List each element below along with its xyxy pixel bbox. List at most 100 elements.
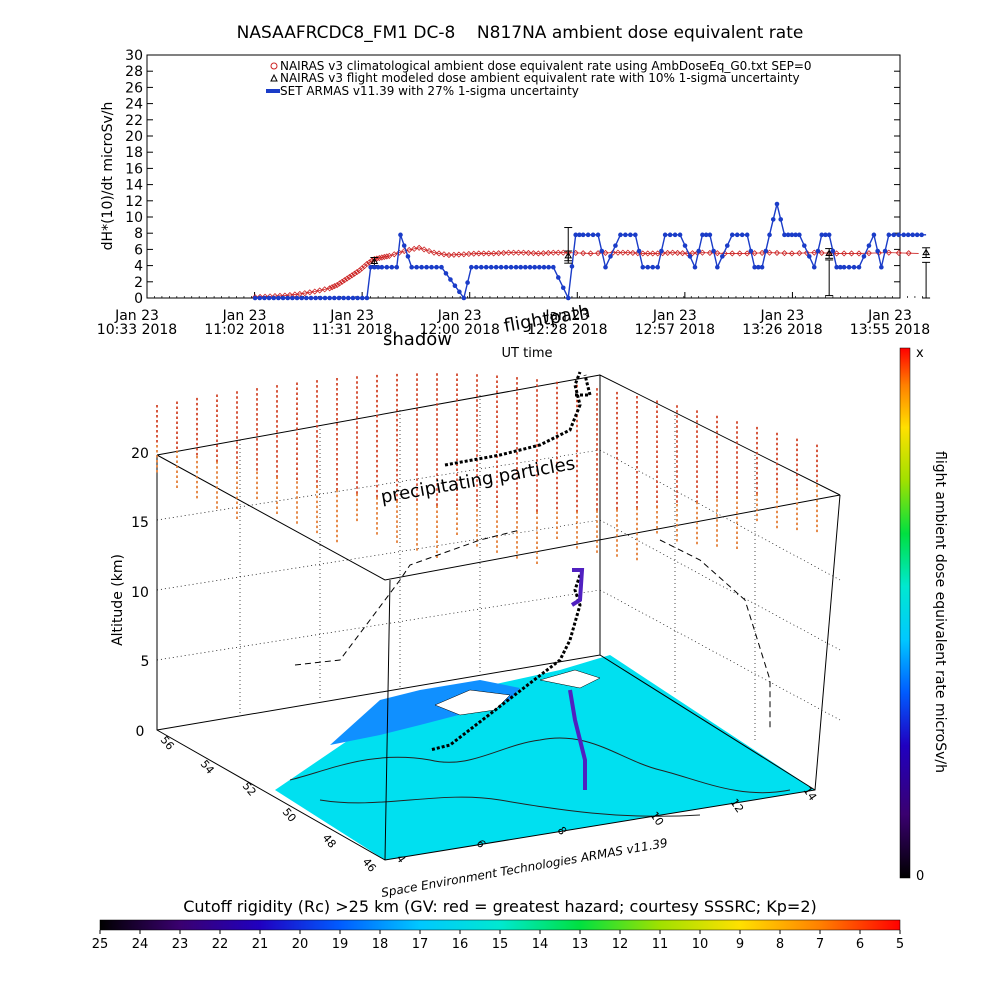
armas-point xyxy=(508,264,514,270)
armas-point xyxy=(513,264,519,270)
armas-point xyxy=(523,264,528,270)
armas-point xyxy=(891,232,897,238)
armas-point xyxy=(290,295,295,301)
nairas-clim-point xyxy=(751,250,758,257)
armas-point xyxy=(700,232,705,238)
armas-point xyxy=(590,232,596,238)
nairas-clim-point xyxy=(406,246,413,254)
armas-point xyxy=(469,264,474,270)
nairas-clim-point xyxy=(316,287,323,294)
armas-point xyxy=(866,243,872,248)
armas-point xyxy=(448,277,453,282)
x-tick-label-time: 12:00 2018 xyxy=(419,322,499,338)
armas-point xyxy=(851,264,857,270)
armas-point xyxy=(414,264,419,270)
y-tick-label: 8 xyxy=(134,226,143,242)
armas-point xyxy=(585,232,591,238)
armas-point xyxy=(739,232,745,238)
armas-point xyxy=(452,283,458,288)
armas-point xyxy=(734,232,740,238)
dose-colorbar-label: flight ambient dose equivalent rate micr… xyxy=(932,451,948,773)
rc-tick-label: 19 xyxy=(332,937,349,952)
armas-point xyxy=(394,264,400,270)
armas-point xyxy=(789,232,795,238)
nairas-clim-point xyxy=(373,255,380,262)
y-tick-label: 6 xyxy=(134,242,143,258)
dose-colorbar-bottom-label: 0 xyxy=(916,869,924,884)
armas-point xyxy=(280,295,286,301)
armas-point xyxy=(401,243,407,248)
armas-point xyxy=(488,264,494,270)
armas-point xyxy=(910,232,915,238)
rc-tick-label: 22 xyxy=(212,937,229,952)
armas-point xyxy=(628,232,633,238)
nairas-clim-point xyxy=(376,254,383,262)
rc-tick-label: 25 xyxy=(92,937,109,952)
x-tick-label-day: Jan 23 xyxy=(222,308,267,324)
nairas-clim-point xyxy=(855,250,863,257)
armas-point xyxy=(276,295,281,301)
armas-point xyxy=(720,254,725,259)
x-tick-label-time: 12:57 2018 xyxy=(635,322,715,338)
armas-point xyxy=(483,264,489,270)
nairas-clim-point xyxy=(841,250,848,257)
nairas-clim-point xyxy=(430,249,438,256)
y-tick-label: 24 xyxy=(125,97,143,113)
armas-point xyxy=(443,271,449,276)
nairas-clim-point xyxy=(391,251,398,258)
armas-point xyxy=(389,264,395,270)
armas-point xyxy=(493,264,499,270)
armas-point xyxy=(271,295,277,301)
armas-point xyxy=(465,280,470,285)
dose-colorbar-top-label: x xyxy=(916,346,924,361)
lat-tick: 46 xyxy=(360,856,379,875)
armas-point xyxy=(359,295,365,301)
armas-point xyxy=(555,275,561,280)
map-3d-panel: 0 5 10 15 20 Altitude (km) 46 48 50 52 5… xyxy=(110,301,841,900)
armas-point xyxy=(724,243,730,248)
nairas-clim-point xyxy=(435,250,443,257)
precipitating-particles xyxy=(156,373,818,565)
armas-point xyxy=(341,295,346,301)
armas-point xyxy=(478,264,484,270)
nairas-clim-point xyxy=(865,250,873,257)
armas-point xyxy=(313,295,318,301)
nairas-clim-point xyxy=(339,278,346,285)
top-chart-title: NASAAFRCDC8_FM1 DC-8 N817NA ambient dose… xyxy=(237,23,804,43)
armas-point xyxy=(752,264,757,270)
armas-point xyxy=(703,232,709,238)
armas-point xyxy=(811,264,817,270)
armas-point xyxy=(662,232,668,238)
nairas-clim-point xyxy=(833,250,840,257)
x-tick-label-day: Jan 23 xyxy=(759,308,804,324)
map-coastlines xyxy=(289,737,791,817)
y-tick-label: 0 xyxy=(134,291,143,307)
armas-point xyxy=(498,264,504,270)
armas-point xyxy=(372,264,377,270)
armas-point xyxy=(345,295,351,301)
y-tick-label: 10 xyxy=(125,210,143,226)
armas-point xyxy=(537,264,542,270)
series-nairas-climatological xyxy=(252,244,919,301)
armas-point xyxy=(826,232,832,238)
armas-point xyxy=(252,295,258,301)
nairas-clim-point xyxy=(411,245,418,252)
y-tick-label: 16 xyxy=(125,161,143,177)
nairas-clim-point xyxy=(381,253,388,261)
armas-point xyxy=(327,295,332,301)
armas-point xyxy=(461,295,467,301)
nairas-clim-point xyxy=(296,290,303,298)
nairas-clim-point xyxy=(378,254,385,261)
rc-colorbar-ticks: 25 24 23 22 21 20 19 18 17 16 15 14 13 12 11 10 9 8 7 6 5 xyxy=(92,930,904,952)
z-axis-label: Altitude (km) xyxy=(110,554,126,646)
y-tick-label: 30 xyxy=(125,48,143,64)
armas-point xyxy=(299,295,305,301)
armas-point xyxy=(846,264,852,270)
nairas-clim-point xyxy=(885,249,892,256)
rc-tick-label: 5 xyxy=(896,937,904,952)
armas-point xyxy=(744,232,750,238)
top-x-axis-label: UT time xyxy=(502,346,553,361)
rc-colorbar: Cutoff rigidity (Rc) >25 km (GV: red = g… xyxy=(92,897,904,952)
y-tick-label: 12 xyxy=(125,194,143,210)
armas-point xyxy=(322,295,328,301)
